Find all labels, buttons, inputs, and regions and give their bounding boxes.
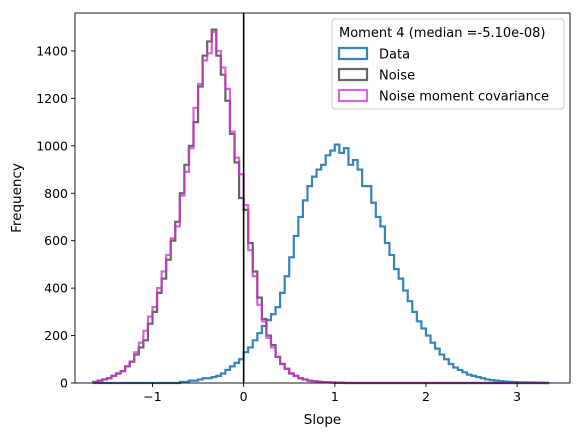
series-step-data (93, 143, 550, 385)
plot-frame (74, 12, 571, 384)
x-tick-label: 2 (422, 389, 430, 404)
legend-label: Noise moment covariance (379, 90, 549, 105)
y-axis-label: Frequency (9, 163, 25, 233)
y-axis-ticks: 0 200 400 600 800 1000 1200 1400 (36, 43, 75, 391)
y-tick-label: 1200 (36, 91, 68, 106)
legend-title: Moment 4 (median =-5.10e-08) (339, 26, 545, 41)
legend-box (331, 18, 565, 110)
legend-label: Noise (379, 69, 415, 84)
y-tick-label: 200 (44, 328, 68, 343)
legend-swatch (337, 67, 369, 82)
y-tick-label: 1400 (36, 43, 68, 58)
x-tick-label: 3 (513, 389, 521, 404)
x-axis-label: Slope (304, 412, 341, 428)
y-tick-label: 1000 (36, 138, 68, 153)
y-tick-label: 600 (44, 233, 68, 248)
legend-swatch (337, 46, 369, 61)
y-tick-label: 0 (60, 376, 68, 391)
legend-label: Data (379, 48, 410, 63)
x-tick-label: 1 (331, 389, 339, 404)
y-tick-label: 800 (44, 186, 68, 201)
legend: Moment 4 (median =-5.10e-08) Data Noise No… (331, 18, 565, 110)
x-axis-ticks: −1 0 1 2 3 (143, 383, 521, 404)
x-tick-label: −1 (143, 389, 161, 404)
legend-items: Data Noise Noise moment covariance (337, 46, 549, 105)
y-tick-label: 400 (44, 281, 68, 296)
x-tick-label: 0 (240, 389, 248, 404)
legend-swatch (337, 88, 369, 103)
